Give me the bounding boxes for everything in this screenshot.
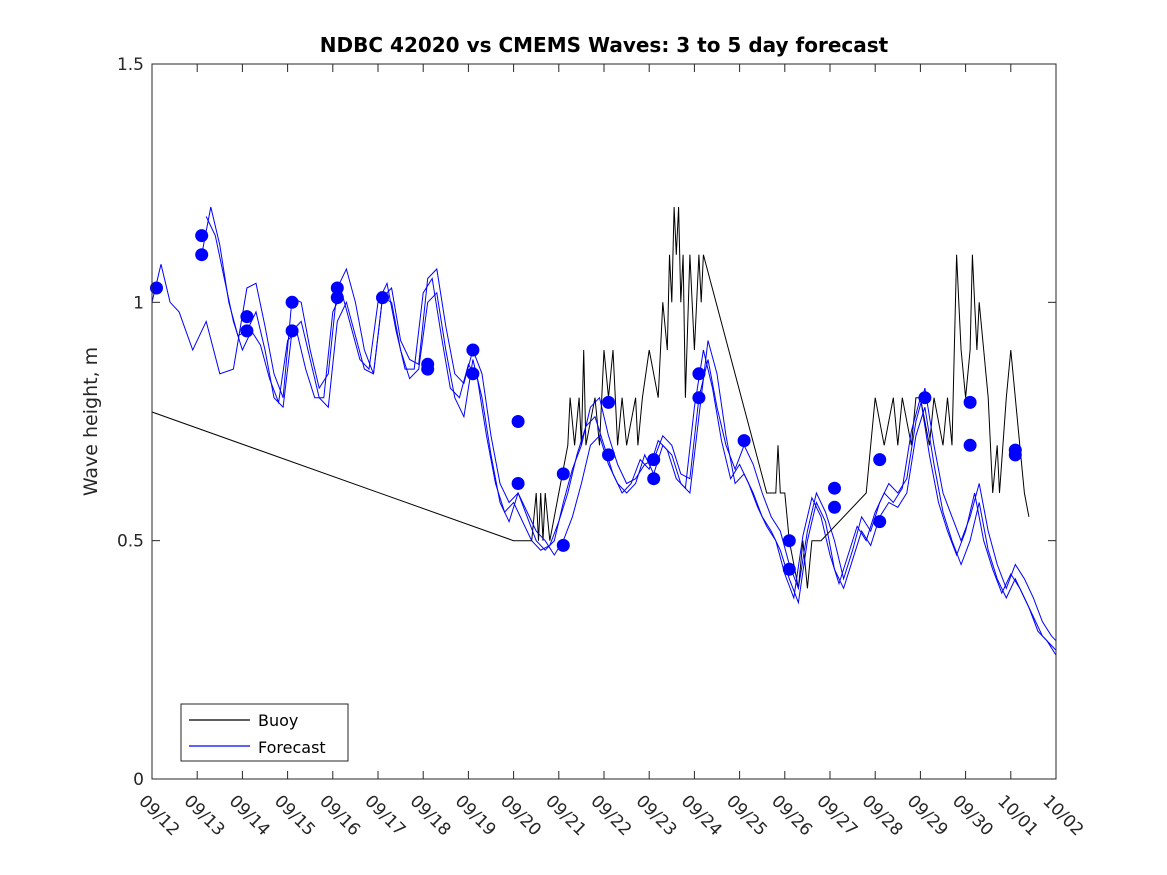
forecast-marker — [692, 391, 706, 405]
forecast-marker — [828, 481, 841, 495]
forecast-marker — [1008, 448, 1022, 462]
forecast-marker — [240, 324, 254, 338]
forecast-marker — [602, 395, 615, 409]
forecast-marker — [285, 295, 299, 309]
series-line-forecast-3 — [205, 216, 1057, 656]
legend-buoy-label: Buoy — [258, 711, 298, 730]
forecast-marker — [782, 562, 796, 576]
forecast-marker — [963, 395, 977, 409]
forecast-marker — [511, 477, 525, 490]
forecast-marker — [556, 538, 570, 552]
forecast-marker — [828, 500, 841, 514]
forecast-marker — [330, 281, 344, 295]
forecast-marker — [421, 362, 435, 376]
chart-title: NDBC 42020 vs CMEMS Waves: 3 to 5 day fo… — [320, 33, 889, 57]
forecast-marker — [873, 515, 887, 529]
legend-box — [180, 703, 349, 762]
forecast-marker — [647, 453, 661, 467]
forecast-marker — [556, 467, 570, 481]
forecast-marker — [240, 310, 254, 324]
forecast-marker — [285, 324, 299, 338]
series-line-forecast-1 — [151, 264, 1057, 642]
forecast-marker — [195, 229, 209, 243]
y-tick-label: 1 — [133, 293, 144, 313]
legend: Buoy Forecast — [180, 703, 349, 762]
forecast-marker — [150, 281, 163, 295]
forecast-marker — [376, 291, 389, 305]
forecast-marker — [782, 534, 796, 548]
forecast-marker — [873, 453, 887, 467]
plot-area — [152, 64, 1056, 779]
series-line-buoy — [151, 206, 1030, 589]
forecast-marker — [602, 448, 615, 462]
forecast-marker — [963, 438, 977, 452]
forecast-marker — [195, 248, 209, 262]
forecast-marker — [330, 291, 344, 305]
forecast-marker — [918, 391, 932, 405]
y-tick-label: 0 — [133, 770, 144, 790]
legend-forecast-label: Forecast — [258, 738, 326, 757]
series-layer — [151, 206, 1057, 656]
forecast-marker — [647, 472, 661, 486]
y-tick-label: 0.5 — [117, 532, 144, 552]
y-axis-label: Wave height, m — [80, 347, 102, 496]
forecast-marker — [466, 367, 480, 381]
forecast-marker — [466, 343, 480, 357]
y-tick-label: 1.5 — [117, 55, 144, 75]
forecast-marker — [692, 367, 706, 381]
marker-layer — [150, 229, 1022, 576]
forecast-marker — [737, 434, 751, 448]
forecast-marker — [511, 415, 525, 428]
